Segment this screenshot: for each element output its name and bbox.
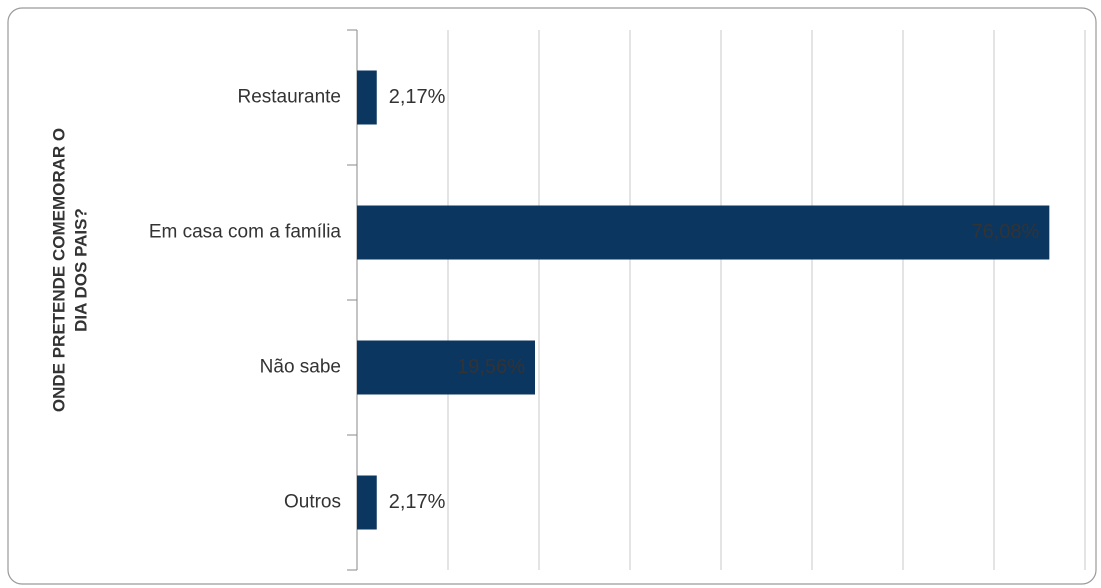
- chart-frame: [8, 8, 1096, 584]
- y-tick-label: Restaurante: [237, 87, 341, 108]
- value-label: 2,17%: [389, 491, 446, 513]
- value-label: 2,17%: [389, 86, 446, 108]
- bar: [357, 71, 377, 125]
- chart: ONDE PRETENDE COMEMORAR O DIA DOS PAIS? …: [0, 0, 1101, 588]
- y-tick-label: Não sabe: [260, 357, 341, 378]
- value-label: 76,08%: [971, 221, 1039, 243]
- y-axis-title: ONDE PRETENDE COMEMORAR O: [49, 128, 68, 412]
- bar: [357, 476, 377, 530]
- y-tick-label: Em casa com a família: [149, 222, 342, 243]
- bar: [357, 206, 1049, 260]
- y-axis-title: DIA DOS PAIS?: [71, 208, 90, 332]
- value-label: 19,56%: [457, 356, 525, 378]
- y-tick-label: Outros: [284, 492, 341, 513]
